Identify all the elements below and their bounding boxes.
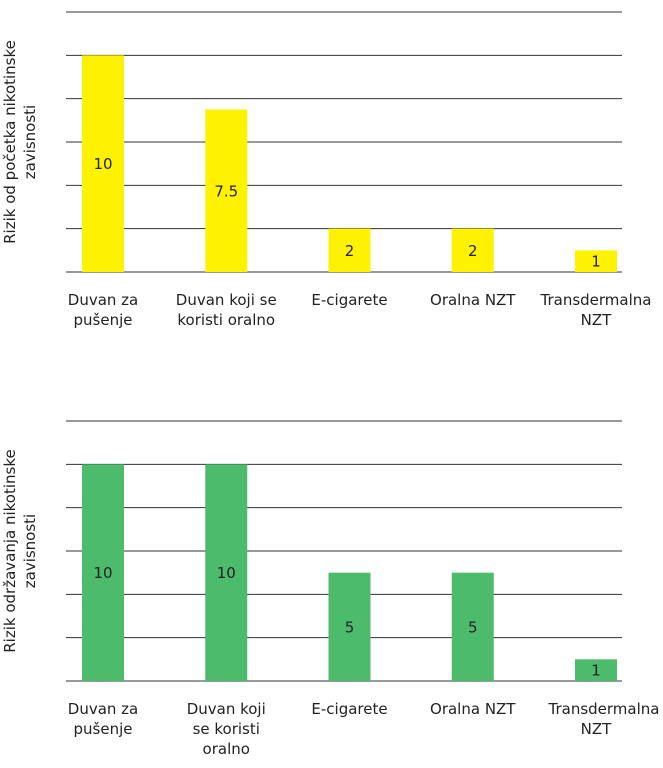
value-label: 1 bbox=[591, 253, 601, 271]
value-label: 5 bbox=[345, 618, 355, 636]
bar bbox=[451, 228, 494, 272]
x-tick-label: Transdermalna NZT bbox=[548, 700, 660, 738]
bar bbox=[328, 228, 371, 272]
value-label: 7.5 bbox=[214, 182, 238, 200]
bar bbox=[205, 464, 248, 681]
x-tick-label: Oralna NZT bbox=[430, 700, 516, 718]
bar bbox=[575, 659, 617, 681]
value-label: 2 bbox=[468, 242, 478, 260]
value-label: 5 bbox=[468, 618, 478, 636]
value-label: 10 bbox=[93, 564, 112, 582]
x-tick-label: Oralna NZT bbox=[430, 291, 516, 309]
bar bbox=[205, 109, 248, 272]
x-tick-label: Duvan koji se koristi oralno bbox=[175, 291, 277, 329]
bar bbox=[451, 572, 494, 681]
x-tick-label: E-cigarete bbox=[311, 700, 388, 718]
value-label: 1 bbox=[591, 662, 601, 680]
bar bbox=[328, 572, 371, 681]
value-label: 10 bbox=[93, 155, 112, 173]
x-tick-label: Transdermalna NZT bbox=[540, 291, 652, 329]
x-tick-label: E-cigarete bbox=[311, 291, 388, 309]
bar bbox=[575, 250, 617, 272]
y-axis-title: Rizik održavanja nikotinske zavisnosti bbox=[1, 449, 39, 653]
x-tick-label: Duvan za pušenje bbox=[67, 291, 139, 329]
value-label: 10 bbox=[217, 564, 236, 582]
bar bbox=[82, 464, 124, 681]
value-label: 2 bbox=[345, 242, 355, 260]
x-tick-label: Duvan koji se koristi oralno bbox=[186, 700, 266, 758]
y-axis-title: Rizik od početka nikotinske zavisnosti bbox=[1, 40, 39, 244]
x-tick-label: Duvan za pušenje bbox=[67, 700, 139, 738]
bar bbox=[82, 55, 124, 273]
